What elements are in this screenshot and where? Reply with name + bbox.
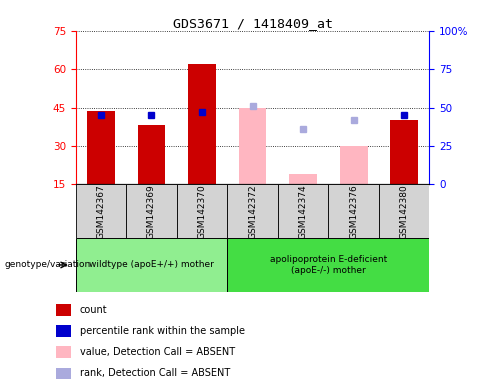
Bar	[177, 184, 227, 238]
Text: apolipoprotein E-deficient
(apoE-/-) mother: apolipoprotein E-deficient (apoE-/-) mot…	[270, 255, 387, 275]
Bar	[126, 184, 177, 238]
Text: GSM142367: GSM142367	[97, 184, 105, 238]
Bar	[56, 346, 71, 358]
Text: GSM142372: GSM142372	[248, 184, 257, 238]
Text: GSM142369: GSM142369	[147, 184, 156, 238]
Text: value, Detection Call = ABSENT: value, Detection Call = ABSENT	[80, 347, 235, 358]
Text: wildtype (apoE+/+) mother: wildtype (apoE+/+) mother	[89, 260, 214, 270]
Bar	[278, 184, 328, 238]
Bar	[188, 64, 216, 184]
Bar	[239, 108, 266, 184]
Text: count: count	[80, 305, 107, 315]
Text: rank, Detection Call = ABSENT: rank, Detection Call = ABSENT	[80, 368, 230, 379]
Bar	[56, 304, 71, 316]
Text: GSM142380: GSM142380	[400, 184, 408, 238]
Bar	[56, 325, 71, 337]
Text: genotype/variation: genotype/variation	[5, 260, 91, 270]
Bar	[340, 146, 367, 184]
Bar	[138, 126, 165, 184]
Text: GSM142376: GSM142376	[349, 184, 358, 238]
Bar	[227, 184, 278, 238]
Bar	[87, 111, 115, 184]
Bar	[390, 120, 418, 184]
Title: GDS3671 / 1418409_at: GDS3671 / 1418409_at	[173, 17, 332, 30]
Text: GSM142374: GSM142374	[299, 184, 307, 238]
Bar	[76, 184, 126, 238]
Bar	[289, 174, 317, 184]
Bar	[379, 184, 429, 238]
Text: percentile rank within the sample: percentile rank within the sample	[80, 326, 245, 336]
Text: GSM142370: GSM142370	[198, 184, 206, 238]
Bar	[328, 184, 379, 238]
Bar	[76, 238, 227, 292]
Bar	[56, 367, 71, 379]
Bar	[227, 238, 429, 292]
